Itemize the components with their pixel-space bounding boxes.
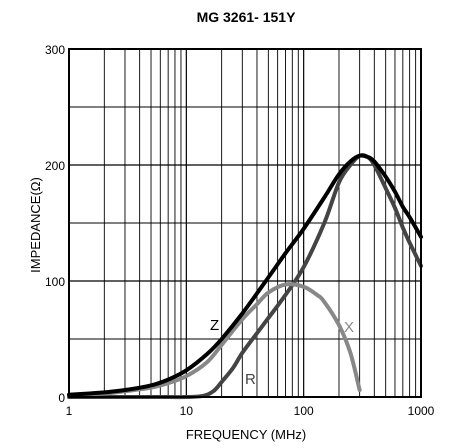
series-line-z <box>67 153 423 397</box>
chart-title: MG 3261- 151Y <box>197 9 296 25</box>
grid <box>69 49 421 397</box>
series-group <box>67 153 423 400</box>
y-tick-label: 100 <box>45 275 65 289</box>
x-tick-label: 1000 <box>408 404 435 418</box>
y-tick-label: 0 <box>58 391 65 405</box>
y-tick-label: 300 <box>45 43 65 57</box>
series-line-r <box>67 153 423 400</box>
x-tick-label: 100 <box>294 404 314 418</box>
y-axis-label: IMPEDANCE(Ω) <box>28 177 43 273</box>
x-tick-label: 1 <box>66 404 73 418</box>
plot-frame <box>68 48 422 398</box>
tick-labels: 1 10 100 1000 0 100 200 300 <box>45 43 435 418</box>
x-tick-label: 10 <box>180 404 194 418</box>
curve-label-r: R <box>245 371 256 388</box>
x-axis-label: FREQUENCY (MHz) <box>186 427 306 442</box>
series-line-x <box>67 282 362 397</box>
curve-label-x: X <box>344 319 354 336</box>
curve-label-z: Z <box>210 317 219 334</box>
y-tick-label: 200 <box>45 159 65 173</box>
